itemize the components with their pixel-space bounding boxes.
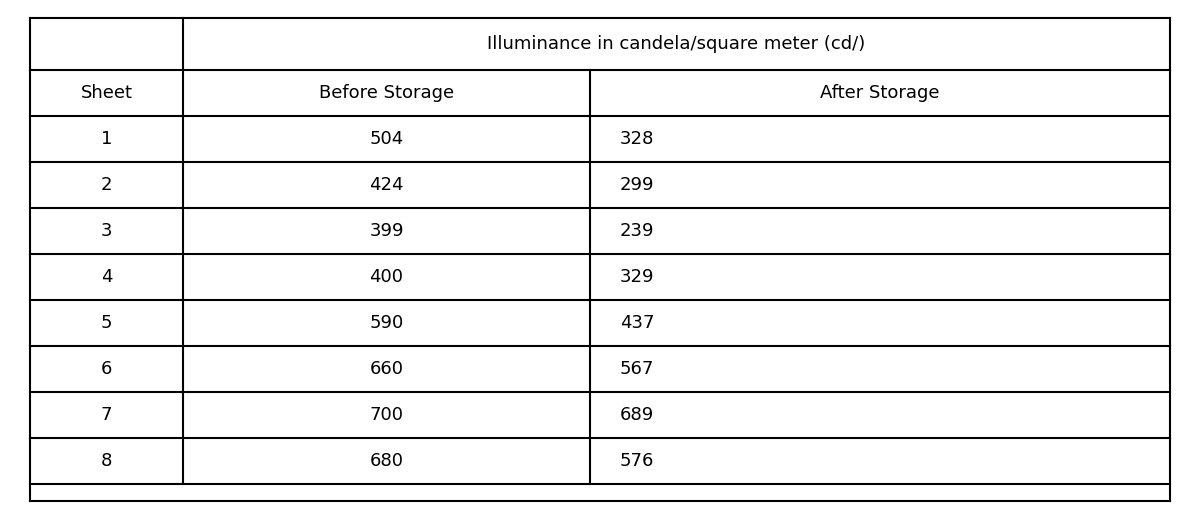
Text: 328: 328 [620, 130, 654, 148]
Text: 5: 5 [101, 314, 113, 332]
Text: 239: 239 [620, 222, 654, 240]
Text: 329: 329 [620, 268, 654, 286]
Text: 437: 437 [620, 314, 654, 332]
Text: 7: 7 [101, 406, 113, 424]
Text: 424: 424 [370, 176, 403, 194]
Text: 660: 660 [370, 360, 403, 378]
Text: 6: 6 [101, 360, 112, 378]
Text: 299: 299 [620, 176, 654, 194]
Text: 1: 1 [101, 130, 112, 148]
Text: 680: 680 [370, 452, 403, 470]
Text: 8: 8 [101, 452, 112, 470]
Text: 567: 567 [620, 360, 654, 378]
Text: 700: 700 [370, 406, 403, 424]
Text: 576: 576 [620, 452, 654, 470]
Text: Sheet: Sheet [80, 84, 132, 102]
Text: After Storage: After Storage [821, 84, 940, 102]
Text: 3: 3 [101, 222, 113, 240]
Text: 399: 399 [370, 222, 403, 240]
Text: 400: 400 [370, 268, 403, 286]
Text: Illuminance in candela/square meter (cd/): Illuminance in candela/square meter (cd/… [487, 35, 865, 53]
Text: 504: 504 [370, 130, 403, 148]
Text: Before Storage: Before Storage [319, 84, 454, 102]
Text: 590: 590 [370, 314, 403, 332]
Text: 4: 4 [101, 268, 113, 286]
Text: 2: 2 [101, 176, 113, 194]
Text: 689: 689 [620, 406, 654, 424]
